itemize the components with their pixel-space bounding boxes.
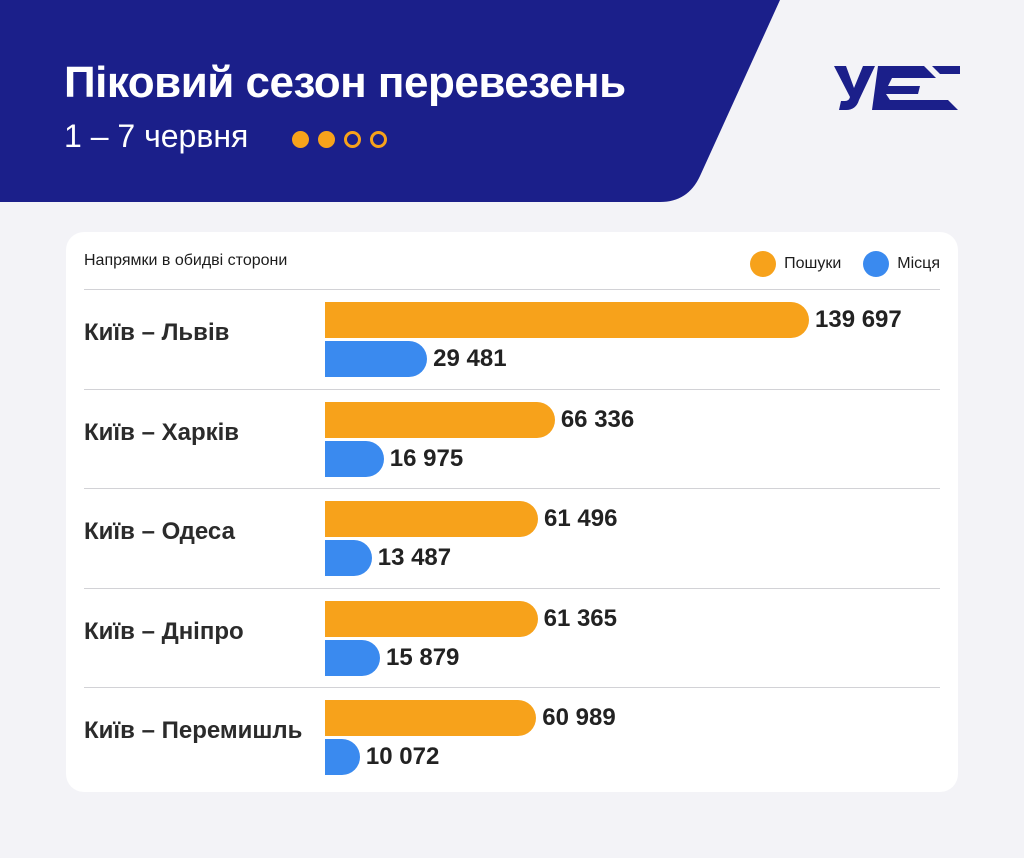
bar-searches <box>325 302 809 338</box>
bar-searches <box>325 501 539 537</box>
data-label-searches: 139 697 <box>815 306 902 333</box>
bar-seats <box>325 540 372 576</box>
legend-label-seats: Місця <box>897 255 940 272</box>
header-banner <box>0 0 780 202</box>
data-label-seats: 29 481 <box>433 345 507 372</box>
bar-searches <box>325 700 537 736</box>
data-label-searches: 60 989 <box>542 704 616 731</box>
route-label: Київ – Дніпро <box>84 617 244 645</box>
bar-searches <box>325 401 555 438</box>
date-range: 1 – 7 червня <box>64 118 249 154</box>
bar-seats <box>325 739 360 775</box>
data-label-seats: 15 879 <box>386 643 460 671</box>
chart-caption: Напрямки в обидві сторони <box>84 252 288 269</box>
route-label: Київ – Перемишль <box>84 717 303 744</box>
chart-legend: Пошуки Місця <box>728 251 940 277</box>
progress-dot <box>318 131 335 148</box>
page-title: Піковий сезон перевезень <box>64 58 626 107</box>
data-label-seats: 13 487 <box>377 544 452 571</box>
bar-seats <box>325 639 380 676</box>
bar-seats <box>325 341 428 377</box>
row-divider <box>84 289 940 290</box>
bar-searches <box>325 600 538 637</box>
progress-dot <box>370 131 387 148</box>
data-label-searches: 61 365 <box>543 604 617 632</box>
legend-swatch-searches <box>750 251 777 277</box>
legend-swatch-seats <box>863 251 890 277</box>
data-label-seats: 16 975 <box>389 444 464 472</box>
row-divider <box>84 687 940 688</box>
route-label: Київ – Львів <box>84 319 230 346</box>
chart-card: Напрямки в обидві сторони Пошуки Місця К… <box>66 232 958 792</box>
uz-logo <box>832 64 960 112</box>
legend-item-searches: Пошуки <box>750 251 841 277</box>
data-label-searches: 66 336 <box>560 405 635 433</box>
route-label: Київ – Харків <box>84 418 240 446</box>
legend-item-seats: Місця <box>863 251 940 277</box>
bar-seats <box>325 440 384 477</box>
progress-dots <box>292 131 387 148</box>
row-divider <box>84 488 940 489</box>
route-label: Київ – Одеса <box>84 518 235 545</box>
legend-label-searches: Пошуки <box>784 255 842 272</box>
row-divider <box>84 587 940 589</box>
data-label-searches: 61 496 <box>544 505 618 532</box>
uz-logo-icon <box>834 66 960 110</box>
data-label-seats: 10 072 <box>365 743 440 770</box>
progress-dot <box>344 131 361 148</box>
row-divider <box>84 388 940 390</box>
progress-dot <box>292 131 309 148</box>
